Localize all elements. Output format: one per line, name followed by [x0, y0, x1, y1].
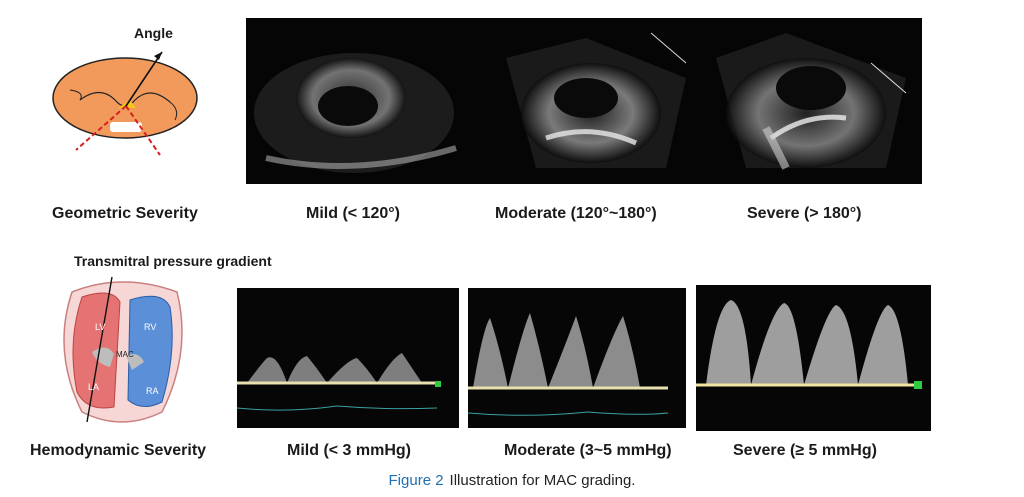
- pressure-gradient-label: Transmitral pressure gradient: [74, 253, 272, 269]
- chamber-rv: RV: [144, 322, 156, 332]
- mac-label: MAC: [116, 350, 134, 359]
- doppler-severe: [696, 285, 931, 431]
- chamber-ra: RA: [146, 386, 159, 396]
- geometric-grade-moderate: Moderate (120°~180°): [495, 205, 657, 222]
- figure-number: Figure 2: [388, 472, 444, 489]
- angle-schematic: [52, 51, 198, 156]
- hemodynamic-grade-severe: Severe (≥ 5 mmHg): [733, 442, 877, 459]
- figure-caption: Figure 2 Illustration for MAC grading.: [0, 472, 1024, 489]
- geometric-grade-mild: Mild (< 120°): [306, 205, 400, 222]
- geometric-severity-label: Geometric Severity: [52, 205, 198, 222]
- echo-moderate: [506, 32, 687, 168]
- angle-label: Angle: [134, 25, 173, 41]
- geometric-grade-severe: Severe (> 180°): [747, 205, 862, 222]
- chamber-la: LA: [88, 382, 99, 392]
- echo-mild: [254, 53, 457, 173]
- chamber-lv: LV: [95, 322, 105, 332]
- echo-image-strip: [246, 18, 922, 184]
- hemodynamic-severity-label: Hemodynamic Severity: [30, 442, 207, 459]
- echo-severe: [716, 33, 907, 170]
- doppler-mild: [237, 288, 459, 428]
- hemodynamic-grade-mild: Mild (< 3 mmHg): [287, 442, 412, 459]
- figure-caption-text: Illustration for MAC grading.: [449, 472, 636, 489]
- doppler-moderate: [468, 288, 686, 428]
- heart-schematic: LV RV LA RA MAC: [63, 276, 183, 423]
- hemodynamic-grade-moderate: Moderate (3~5 mmHg): [504, 442, 672, 459]
